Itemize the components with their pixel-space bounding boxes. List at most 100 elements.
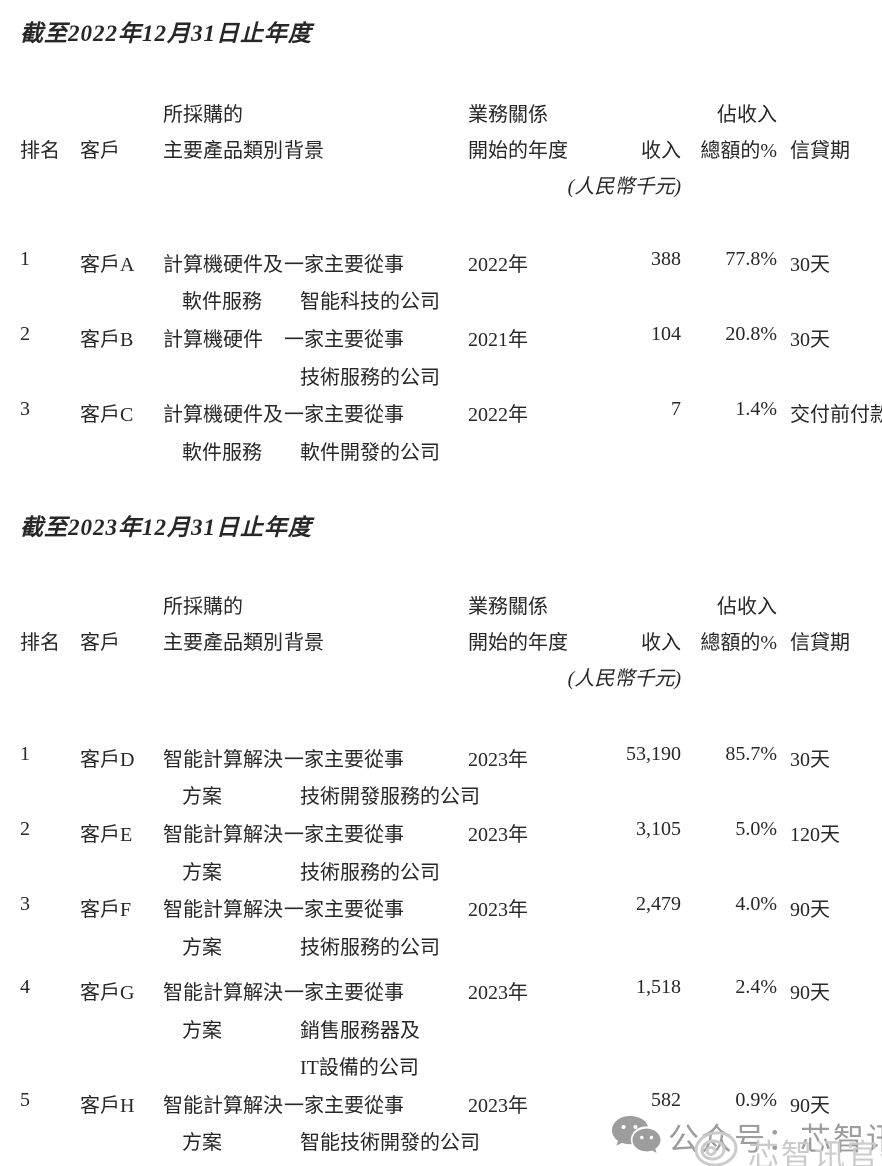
cell-pct: 1.4% <box>735 398 777 420</box>
cell-pct: 5.0% <box>735 818 777 840</box>
cell-background: 一家主要從事 <box>284 329 404 351</box>
cell-revenue: 388 <box>651 248 681 270</box>
cell-product: 智能計算解決 <box>163 982 283 1004</box>
cell-background: 智能科技的公司 <box>300 291 440 313</box>
col-header-pct-l1: 佔收入 <box>717 596 777 618</box>
col-header-customer: 客戶 <box>80 140 120 162</box>
cell-product: 智能計算解決 <box>163 749 283 771</box>
cell-rank: 1 <box>20 743 30 765</box>
table-row-continuation: 方案 銷售服務器及 <box>0 1014 882 1042</box>
swirl-logo-icon <box>692 1128 746 1166</box>
table-row: 5 客戶H 智能計算解決 一家主要從事 2023年 582 0.9% 90天 <box>0 1089 882 1117</box>
cell-background: 技術服務的公司 <box>300 367 440 389</box>
cell-pct: 0.9% <box>735 1089 777 1111</box>
table-row-continuation: 軟件服務 軟件開發的公司 <box>0 436 882 464</box>
cell-product: 方案 <box>182 1020 222 1042</box>
cell-revenue: 53,190 <box>626 743 681 765</box>
cell-customer: 客戶E <box>80 824 133 846</box>
cell-rank: 3 <box>20 398 30 420</box>
watermark-account-text: 公众号：芯智讯 <box>668 1122 882 1157</box>
cell-customer: 客戶C <box>80 404 134 426</box>
table1-unit-line: (人民幣千元) <box>0 170 882 198</box>
table-row-continuation: 方案 技術開發服務的公司 <box>0 780 882 808</box>
table-row: 4 客戶G 智能計算解決 一家主要從事 2023年 1,518 2.4% 90天 <box>0 976 882 1004</box>
cell-background: 技術服務的公司 <box>300 937 440 959</box>
cell-background: 一家主要從事 <box>284 254 404 276</box>
cell-product: 計算機硬件及 <box>163 254 283 276</box>
cell-rank: 4 <box>20 976 30 998</box>
table2-header-line1: 所採購的 業務關係 佔收入 <box>0 590 882 618</box>
col-header-background: 背景 <box>284 632 324 654</box>
watermark-light-text: 芯智讯官微 <box>748 1138 882 1166</box>
cell-credit: 30天 <box>790 254 830 276</box>
revenue-unit-label: (人民幣千元) <box>567 176 681 198</box>
cell-pct: 85.7% <box>725 743 777 765</box>
cell-year: 2023年 <box>468 982 528 1004</box>
cell-background: 一家主要從事 <box>284 982 404 1004</box>
table-row-continuation: IT設備的公司 <box>0 1051 882 1079</box>
cell-customer: 客戶F <box>80 899 132 921</box>
col-header-pct-l2: 總額的% <box>700 140 777 162</box>
table-row: 2 客戶B 計算機硬件 一家主要從事 2021年 104 20.8% 30天 <box>0 323 882 351</box>
cell-background: IT設備的公司 <box>300 1057 419 1079</box>
cell-pct: 77.8% <box>725 248 777 270</box>
cell-pct: 2.4% <box>735 976 777 998</box>
cell-pct: 20.8% <box>725 323 777 345</box>
cell-revenue: 2,479 <box>636 893 681 915</box>
table-row-continuation: 技術服務的公司 <box>0 361 882 389</box>
cell-background: 技術開發服務的公司 <box>300 786 480 808</box>
col-header-year-l2: 開始的年度 <box>468 140 568 162</box>
table2-header-line2: 排名 客戶 主要產品類別 背景 開始的年度 收入 總額的% 信貸期 <box>0 626 882 654</box>
cell-product: 智能計算解決 <box>163 899 283 921</box>
cell-year: 2023年 <box>468 824 528 846</box>
section-title-2022: 截至2022年12月31日止年度 <box>20 21 312 46</box>
col-header-product-l2: 主要產品類別 <box>163 140 283 162</box>
cell-background: 銷售服務器及 <box>300 1020 420 1042</box>
cell-rank: 1 <box>20 248 30 270</box>
col-header-credit: 信貸期 <box>790 632 850 654</box>
cell-revenue: 3,105 <box>636 818 681 840</box>
table-row-continuation: 軟件服務 智能科技的公司 <box>0 285 882 313</box>
table1-header-line1: 所採購的 業務關係 佔收入 <box>0 98 882 126</box>
cell-background: 一家主要從事 <box>284 899 404 921</box>
col-header-credit: 信貸期 <box>790 140 850 162</box>
table-row: 1 客戶D 智能計算解決 一家主要從事 2023年 53,190 85.7% 3… <box>0 743 882 771</box>
cell-pct: 4.0% <box>735 893 777 915</box>
cell-customer: 客戶A <box>80 254 135 276</box>
cell-revenue: 1,518 <box>636 976 681 998</box>
cell-background: 一家主要從事 <box>284 1095 404 1117</box>
col-header-pct-l1: 佔收入 <box>717 104 777 126</box>
cell-product: 方案 <box>182 937 222 959</box>
table-row: 3 客戶C 計算機硬件及 一家主要從事 2022年 7 1.4% 交付前付款 <box>0 398 882 426</box>
cell-year: 2022年 <box>468 254 528 276</box>
table-row-continuation: 方案 智能技術開發的公司 <box>0 1126 882 1154</box>
cell-customer: 客戶B <box>80 329 134 351</box>
cell-product: 軟件服務 <box>182 442 262 464</box>
cell-revenue: 582 <box>651 1089 681 1111</box>
cell-product: 方案 <box>182 862 222 884</box>
cell-background: 智能技術開發的公司 <box>300 1132 480 1154</box>
col-header-background: 背景 <box>284 140 324 162</box>
cell-credit: 90天 <box>790 899 830 921</box>
cell-credit: 90天 <box>790 1095 830 1117</box>
cell-rank: 3 <box>20 893 30 915</box>
table-row: 2 客戶E 智能計算解決 一家主要從事 2023年 3,105 5.0% 120… <box>0 818 882 846</box>
col-header-year-l2: 開始的年度 <box>468 632 568 654</box>
cell-product: 方案 <box>182 1132 222 1154</box>
cell-background: 技術服務的公司 <box>300 862 440 884</box>
col-header-rank: 排名 <box>20 632 60 654</box>
wechat-icon <box>610 1114 662 1164</box>
cell-rank: 5 <box>20 1089 30 1111</box>
cell-rank: 2 <box>20 323 30 345</box>
cell-customer: 客戶H <box>80 1095 135 1117</box>
col-header-year-l1: 業務關係 <box>468 596 548 618</box>
revenue-unit-label: (人民幣千元) <box>567 668 681 690</box>
cell-background: 一家主要從事 <box>284 824 404 846</box>
cell-credit: 120天 <box>790 824 840 846</box>
cell-year: 2022年 <box>468 404 528 426</box>
cell-credit: 30天 <box>790 329 830 351</box>
col-header-revenue: 收入 <box>641 140 681 162</box>
cell-background: 一家主要從事 <box>284 404 404 426</box>
cell-background: 一家主要從事 <box>284 749 404 771</box>
